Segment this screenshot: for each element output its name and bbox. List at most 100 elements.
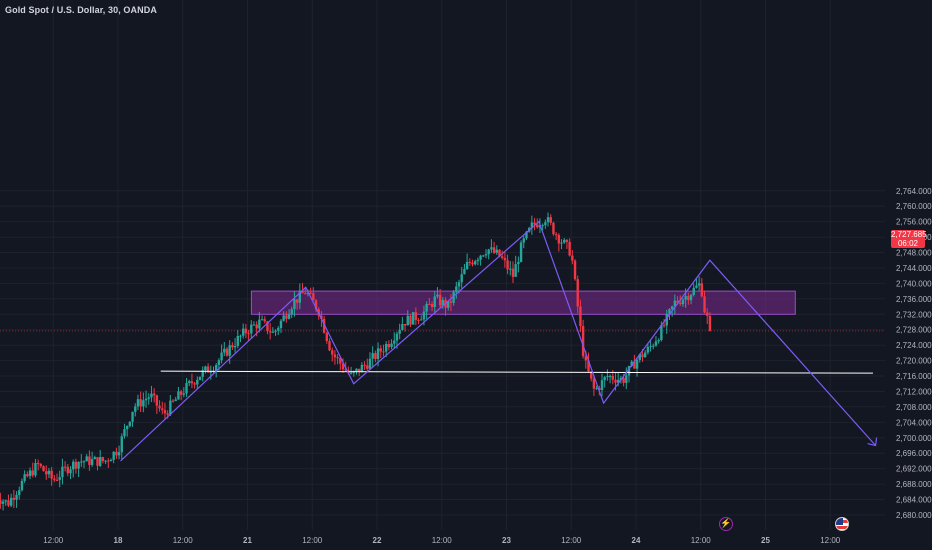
candle-body <box>182 393 186 395</box>
candle-body <box>152 393 156 396</box>
candle-body <box>198 376 202 380</box>
candle-body <box>1 501 5 504</box>
candle-body <box>706 312 709 316</box>
candle-body <box>463 269 466 275</box>
candle-body <box>549 217 552 223</box>
y-tick-label: 2,756.000 <box>896 218 932 227</box>
candle-body <box>63 466 67 468</box>
candle-body <box>533 222 536 225</box>
candle-body <box>676 300 679 303</box>
candle-body <box>355 368 358 372</box>
candle-body <box>409 315 412 325</box>
candle-body <box>306 292 310 294</box>
candle-body <box>590 371 593 379</box>
y-tick-label: 2,712.000 <box>896 387 932 396</box>
lightning-icon[interactable]: ⚡ <box>719 517 733 531</box>
candle-body <box>322 318 326 333</box>
candle-body <box>120 436 123 453</box>
candle-body <box>144 398 148 401</box>
y-tick-label: 2,748.000 <box>896 249 932 258</box>
candle-body <box>155 395 159 406</box>
candle-body <box>28 470 32 477</box>
y-tick-label: 2,700.000 <box>896 434 932 443</box>
candle-body <box>557 235 561 244</box>
candle-body <box>422 311 426 320</box>
candle-body <box>608 375 612 377</box>
candle-body <box>544 222 547 226</box>
candle-body <box>603 377 606 381</box>
candle-body <box>625 375 628 383</box>
candle-body <box>233 345 237 348</box>
candle-body <box>638 354 641 360</box>
candle-body <box>363 364 366 366</box>
candle-body <box>31 470 34 476</box>
candle-body <box>128 421 132 426</box>
candle-body <box>9 497 13 506</box>
candle-body <box>700 283 704 297</box>
x-tick-label: 12:00 <box>691 536 712 545</box>
candle-body <box>460 274 463 283</box>
candle-body <box>47 470 51 475</box>
y-tick-label: 2,696.000 <box>896 449 932 458</box>
candle-body <box>471 262 474 265</box>
candle-body <box>98 457 102 466</box>
candle-body <box>339 357 342 364</box>
candle-body <box>266 321 269 332</box>
candle-body <box>565 239 569 242</box>
candle-body <box>414 312 418 321</box>
candle-body <box>58 477 61 480</box>
y-tick-label: 2,740.000 <box>896 279 932 288</box>
candle-body <box>697 283 701 286</box>
candle-body <box>177 391 180 400</box>
candle-body <box>584 356 588 361</box>
candle-body <box>420 319 423 321</box>
candle-body <box>185 383 188 394</box>
candle-body <box>134 406 137 412</box>
candle-body <box>287 314 291 319</box>
candle-body <box>26 474 29 477</box>
candle-body <box>487 249 490 255</box>
candle-body <box>455 286 458 292</box>
candle-body <box>20 480 24 491</box>
arrow-head <box>867 437 878 447</box>
candle-body <box>309 292 312 294</box>
candle-body <box>295 299 299 303</box>
candle-body <box>139 399 142 407</box>
candle-body <box>53 478 56 480</box>
candle-body <box>215 365 218 372</box>
candle-body <box>552 222 555 235</box>
candle-body <box>72 461 75 470</box>
candle-body <box>193 383 196 385</box>
y-tick-label: 2,680.000 <box>896 511 932 520</box>
candle-body <box>158 405 161 409</box>
candle-body <box>23 474 26 481</box>
candle-body <box>136 399 140 407</box>
resistance-zone <box>250 290 796 315</box>
last-price-label: 2,727.685 <box>891 230 927 239</box>
us-flag-icon[interactable] <box>835 517 849 531</box>
candle-body <box>660 325 663 341</box>
candle-body <box>333 354 337 358</box>
candle-body <box>104 460 107 462</box>
candle-body <box>606 376 609 378</box>
candle-body <box>271 331 275 333</box>
candle-body <box>285 315 288 319</box>
candle-body <box>39 464 43 467</box>
candle-body <box>684 296 687 300</box>
candle-body <box>571 255 574 261</box>
candle-body <box>80 461 83 463</box>
candle-body <box>630 361 633 367</box>
x-tick-label: 12:00 <box>43 536 64 545</box>
candle-body <box>217 360 221 366</box>
candle-body <box>595 388 598 390</box>
x-tick-label: 24 <box>632 536 641 545</box>
candle-body <box>428 303 431 305</box>
candle-body <box>174 399 177 402</box>
pattern-path <box>120 220 877 462</box>
candle-body <box>341 363 345 370</box>
candle-body <box>77 461 80 469</box>
candle-body <box>279 320 283 329</box>
candle-body <box>88 456 91 465</box>
y-tick-label: 2,744.000 <box>896 264 932 273</box>
